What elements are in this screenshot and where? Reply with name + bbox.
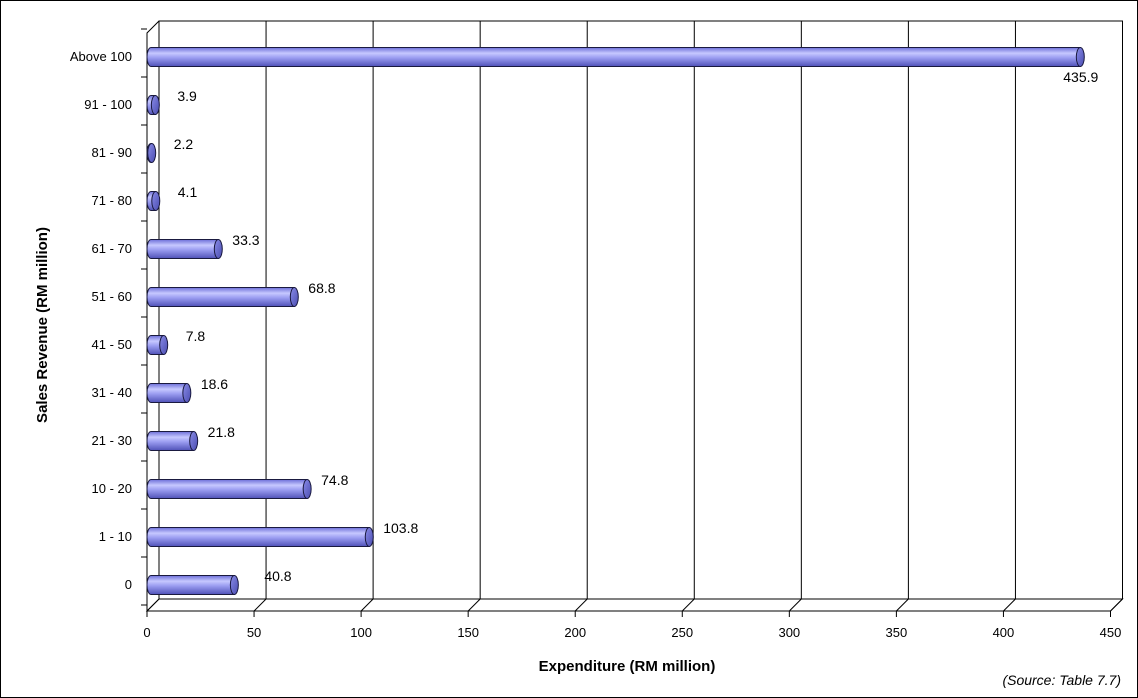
data-label: 18.6	[201, 376, 228, 392]
data-label: 68.8	[308, 280, 335, 296]
x-tick-label: 250	[671, 625, 693, 640]
x-tick-label: 50	[247, 625, 261, 640]
bars-group	[146, 47, 1085, 595]
y-category-label: 10 - 20	[92, 481, 132, 496]
bar-end-cap	[159, 335, 169, 355]
floor-line	[896, 598, 909, 612]
floor-line	[360, 598, 374, 612]
bar-end-cap	[182, 383, 192, 403]
x-tick-label: 350	[886, 625, 908, 640]
floor-line	[253, 598, 267, 612]
x-axis-title: Expenditure (RM million)	[539, 658, 716, 675]
x-tick-label: 0	[143, 625, 150, 640]
left-wall	[146, 20, 160, 611]
floor-line	[1003, 598, 1016, 612]
bar	[146, 383, 188, 403]
floor-line	[681, 598, 695, 612]
y-category-label: 41 - 50	[92, 337, 132, 352]
bar	[146, 239, 219, 259]
plot-walls	[145, 20, 1124, 612]
x-tick-label: 300	[778, 625, 800, 640]
y-category-label: 0	[125, 577, 132, 592]
back-wall	[158, 20, 1123, 599]
data-label: 33.3	[232, 232, 259, 248]
bar-end-cap	[364, 527, 374, 547]
floor-line	[788, 598, 802, 612]
floor-line	[146, 598, 160, 612]
bar-end-cap	[289, 287, 299, 307]
y-category-label: Above 100	[70, 49, 132, 64]
data-label: 103.8	[383, 520, 418, 536]
y-category-label: 81 - 90	[92, 145, 132, 160]
y-category-label: 21 - 30	[92, 433, 132, 448]
data-label: 40.8	[264, 568, 291, 584]
bar	[146, 335, 165, 355]
bar-end-cap	[1075, 47, 1085, 67]
x-tick-label: 150	[457, 625, 479, 640]
floor-line	[467, 598, 481, 612]
y-category-label: 91 - 100	[84, 97, 132, 112]
y-category-label: 1 - 10	[99, 529, 132, 544]
x-tick-label: 100	[350, 625, 372, 640]
labels-group: 0 50 100 150 200 250 300 350 400 450 0 40.8 1 - 10 10…	[70, 49, 1122, 640]
bar	[146, 479, 308, 499]
source-note: (Source: Table 7.7)	[1002, 672, 1121, 688]
x-tick-label: 200	[564, 625, 586, 640]
bar-end-cap	[150, 95, 160, 115]
data-label: 4.1	[178, 184, 198, 200]
data-label: 7.8	[186, 328, 206, 344]
bar	[146, 575, 235, 595]
bar	[146, 527, 370, 547]
axes-group	[141, 28, 1111, 617]
gridlines	[146, 21, 1123, 612]
data-label: 74.8	[321, 472, 348, 488]
bar-end-cap	[302, 479, 312, 499]
data-label: 3.9	[177, 88, 197, 104]
data-label: 21.8	[208, 424, 235, 440]
bar-end-cap	[229, 575, 239, 595]
bar-end-cap	[151, 191, 161, 211]
bar	[146, 47, 1081, 67]
y-axis-title: Sales Revenue (RM million)	[34, 227, 51, 423]
floor-line	[574, 598, 588, 612]
data-label: 435.9	[1063, 69, 1098, 85]
y-category-label: 51 - 60	[92, 289, 132, 304]
floor	[145, 598, 1124, 612]
y-category-label: 61 - 70	[92, 241, 132, 256]
y-category-label: 71 - 80	[92, 193, 132, 208]
x-tick-label: 450	[1100, 625, 1122, 640]
bar	[146, 287, 295, 307]
bar-end-cap	[189, 431, 199, 451]
bar	[146, 431, 195, 451]
bar-end-cap	[147, 143, 157, 163]
floor-line	[1110, 598, 1123, 612]
x-tick-label: 400	[993, 625, 1015, 640]
y-category-label: 31 - 40	[92, 385, 132, 400]
data-label: 2.2	[174, 136, 194, 152]
bar-end-cap	[213, 239, 223, 259]
